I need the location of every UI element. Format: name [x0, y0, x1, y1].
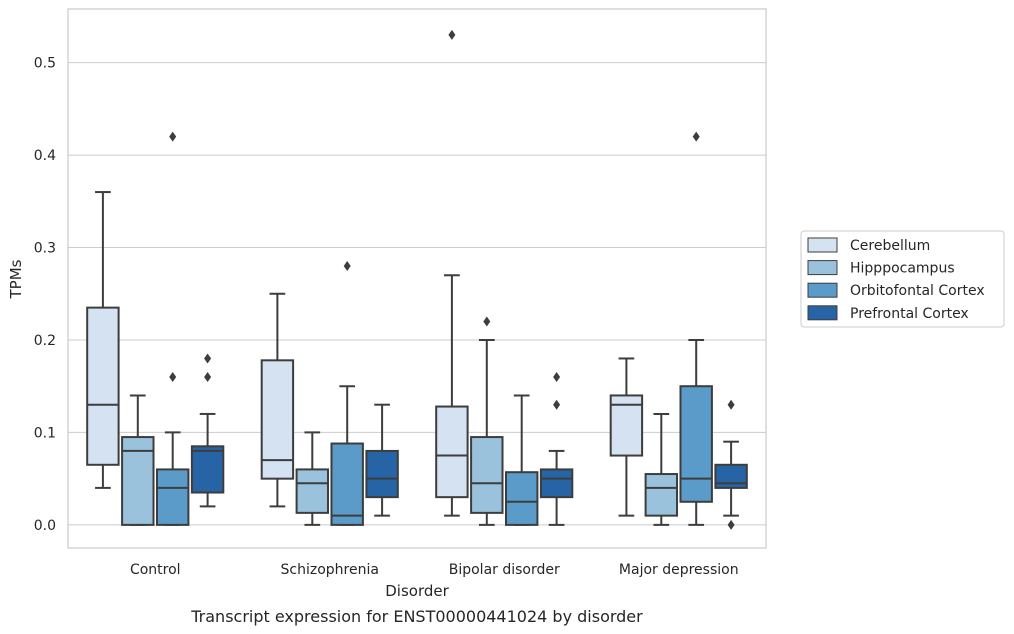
legend-label: Prefrontal Cortex	[850, 306, 969, 322]
outlier-point	[727, 399, 735, 410]
box-iqr	[470, 436, 504, 514]
box-hipppocampus	[121, 394, 155, 526]
box-iqr	[365, 449, 399, 499]
y-tick-label: 0.4	[34, 148, 56, 164]
box-orbitofontal-cortex	[155, 131, 190, 526]
box-orbitofontal-cortex	[679, 131, 713, 526]
box-prefrontal-cortex	[714, 399, 748, 530]
y-tick-labels: 0.0 0.1 0.2 0.3 0.4 0.5	[34, 56, 56, 534]
box-iqr	[190, 445, 225, 494]
legend-label: Hipppocampus	[850, 261, 955, 277]
box-iqr	[435, 405, 469, 499]
boxes-layer	[86, 29, 748, 530]
box-cerebellum	[86, 191, 120, 489]
box-cerebellum	[260, 292, 295, 508]
outlier-point	[204, 353, 212, 364]
box-iqr	[260, 359, 295, 480]
chart-title: Transcript expression for ENST0000044102…	[190, 607, 643, 626]
outlier-point	[169, 131, 177, 142]
box-prefrontal-cortex	[365, 403, 399, 517]
outlier-point	[343, 261, 351, 272]
outlier-point	[553, 399, 561, 410]
x-tick-label: Bipolar disorder	[449, 562, 560, 578]
x-tick-label: Control	[130, 562, 181, 578]
box-prefrontal-cortex	[190, 353, 225, 508]
y-tick-label: 0.3	[34, 241, 56, 257]
y-tick-label: 0.2	[34, 333, 56, 349]
legend-swatch	[807, 260, 838, 276]
box-iqr	[539, 468, 574, 499]
y-tick-label: 0.0	[34, 518, 56, 534]
y-tick-label: 0.1	[34, 425, 56, 441]
box-cerebellum	[435, 29, 469, 517]
box-iqr	[86, 306, 120, 466]
box-hipppocampus	[470, 316, 504, 526]
outlier-point	[727, 519, 735, 530]
x-tick-label: Major depression	[619, 562, 739, 578]
legend-swatch	[807, 305, 838, 321]
outlier-point	[169, 371, 177, 382]
box-hipppocampus	[295, 431, 330, 526]
box-iqr	[714, 463, 748, 489]
outlier-point	[692, 131, 700, 142]
box-orbitofontal-cortex	[330, 261, 364, 526]
box-iqr	[504, 471, 539, 526]
grid-layer	[68, 62, 766, 526]
legend-frame	[800, 230, 1005, 328]
box-iqr	[679, 385, 713, 503]
box-iqr	[295, 468, 330, 514]
outlier-point	[553, 371, 561, 382]
x-tick-labels: Control Schizophrenia Bipolar disorder Majo…	[130, 562, 739, 578]
box-iqr	[644, 473, 679, 517]
legend: Cerebellum Hipppocampus Orbitofontal Corte…	[800, 230, 1005, 328]
y-tick-label: 0.5	[34, 56, 56, 72]
x-axis-label: Disorder	[385, 582, 449, 600]
box-orbitofontal-cortex	[504, 394, 539, 526]
outlier-point	[483, 316, 491, 327]
outlier-point	[204, 371, 212, 382]
x-tick-label: Schizophrenia	[281, 562, 379, 578]
y-axis-label: TPMs	[7, 259, 25, 299]
plot-frame	[67, 8, 767, 549]
legend-label: Cerebellum	[850, 238, 930, 254]
box-hipppocampus	[644, 412, 679, 526]
box-prefrontal-cortex	[539, 371, 574, 526]
box-cerebellum	[609, 357, 644, 517]
legend-swatch	[807, 282, 838, 298]
outlier-point	[448, 29, 456, 40]
legend-swatch	[807, 237, 838, 253]
box-iqr	[155, 468, 190, 526]
legend-label: Orbitofontal Cortex	[850, 283, 985, 299]
box-iqr	[330, 442, 364, 526]
